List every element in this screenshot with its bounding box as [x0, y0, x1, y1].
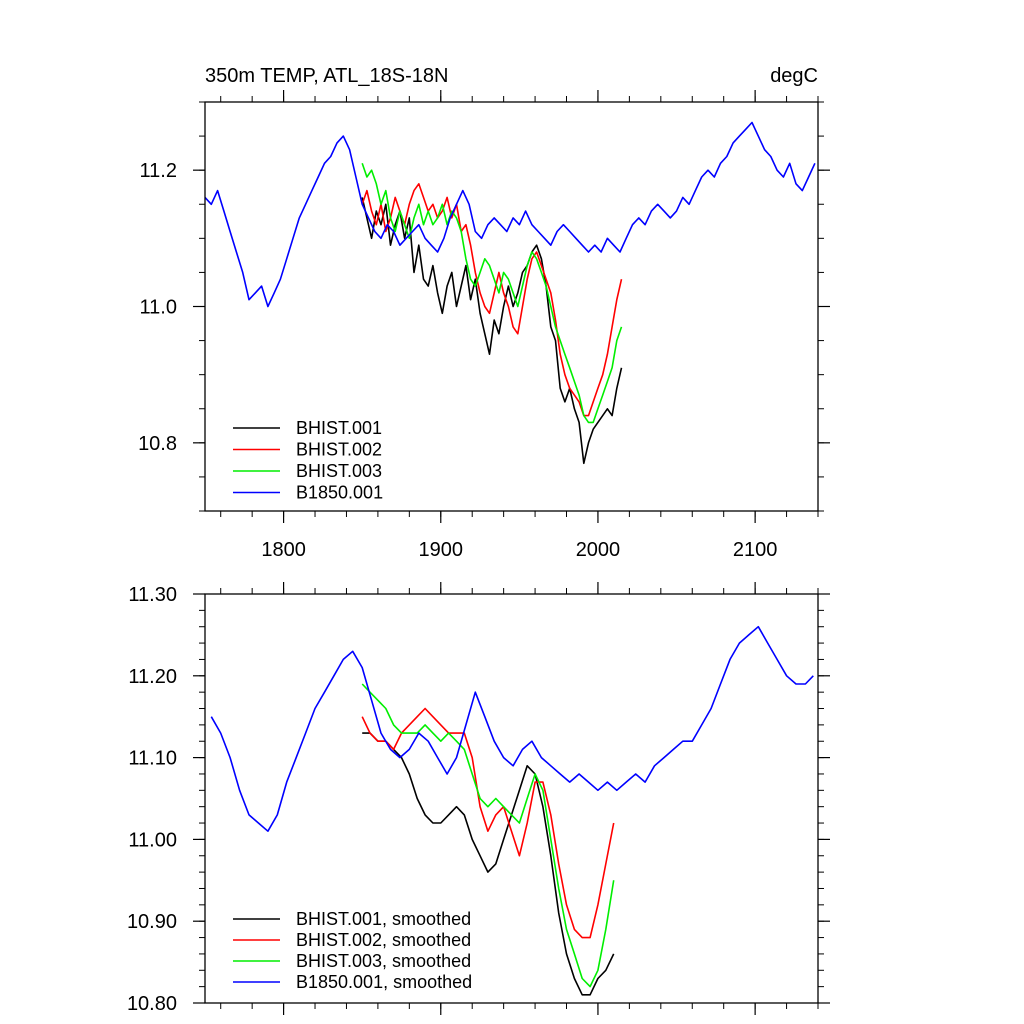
series-line-bhist-001	[361, 197, 623, 465]
legend-label: BHIST.001	[296, 418, 382, 438]
x-tick-label: 2100	[733, 539, 778, 561]
legend-label: BHIST.003	[296, 461, 382, 481]
series-line-bhist-003	[361, 163, 623, 424]
x-tick-label: 1800	[261, 539, 306, 561]
bottom-panel: 10.80 10.90 11.00 11.10 11.20 11.30 BHIST.001…	[127, 582, 830, 1015]
top-panel: 350m TEMP, ATL_18S-18N degC 1800 1900 2000…	[138, 65, 830, 561]
legend-label: B1850.001, smoothed	[296, 972, 472, 992]
series-line-bhist-003-smoothed	[361, 683, 615, 988]
legend-label: BHIST.003, smoothed	[296, 951, 471, 971]
legend-label: BHIST.002	[296, 440, 382, 460]
series-line-b1850-001-smoothed	[210, 625, 814, 833]
top-panel-units: degC	[770, 65, 818, 87]
x-tick-label: 2000	[576, 539, 621, 561]
y-tick-label: 11.30	[128, 584, 177, 606]
legend-label: B1850.001	[296, 483, 383, 503]
y-tick-label: 10.8	[138, 433, 177, 455]
series-line-bhist-002-smoothed	[361, 707, 615, 939]
y-tick-label: 11.0	[140, 297, 177, 319]
legend-label: BHIST.001, smoothed	[296, 909, 471, 929]
bottom-plot-frame	[204, 593, 819, 1004]
y-tick-label: 11.10	[128, 748, 177, 770]
y-tick-label: 11.00	[128, 829, 177, 851]
y-tick-label: 10.80	[127, 993, 177, 1015]
top-panel-series	[204, 121, 816, 465]
bottom-panel-series	[210, 625, 814, 996]
series-line-b1850-001	[204, 121, 816, 308]
top-panel-title: 350m TEMP, ATL_18S-18N	[205, 65, 448, 87]
series-line-bhist-001-smoothed	[362, 732, 615, 996]
series-line-bhist-002	[361, 183, 623, 417]
y-tick-label: 11.20	[128, 666, 177, 688]
x-tick-label: 1900	[419, 539, 464, 561]
y-tick-label: 10.90	[127, 911, 177, 933]
y-tick-label: 11.2	[140, 160, 177, 182]
legend-label: BHIST.002, smoothed	[296, 930, 471, 950]
